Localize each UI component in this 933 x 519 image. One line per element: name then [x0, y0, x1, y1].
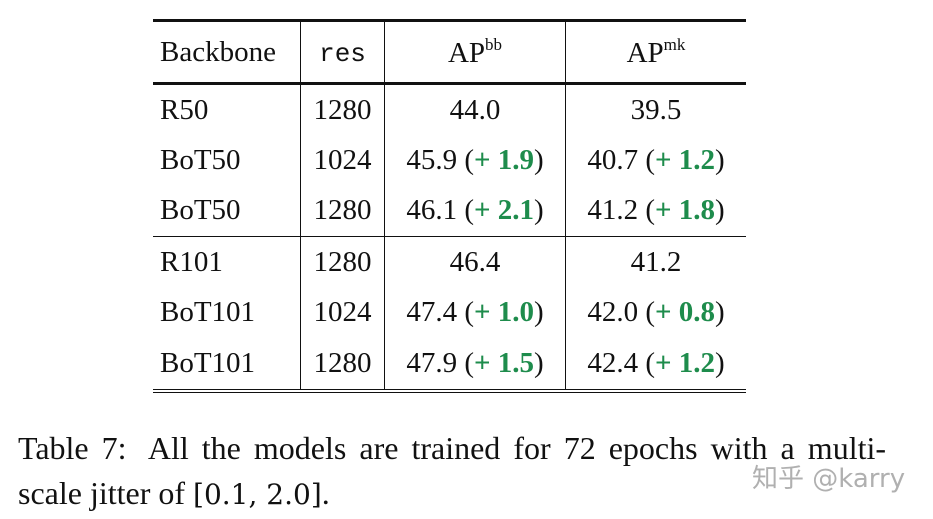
improvement: + 1.0 — [473, 295, 535, 328]
cell-text: ) — [534, 346, 544, 379]
header-text: Backbone — [160, 35, 276, 68]
cell-text: ) — [715, 346, 725, 379]
table-row: R101 1280 46.4 41.2 — [153, 236, 746, 287]
cell-text: BoT101 — [160, 295, 256, 328]
table-cell: 42.0 (+ 0.8) — [565, 287, 746, 337]
header-cell: APbb — [384, 19, 566, 85]
improvement: + 1.2 — [654, 346, 716, 379]
cell-text: 1280 — [313, 194, 372, 226]
cell-text: BoT101 — [160, 346, 256, 379]
cell-text: 1024 — [313, 143, 372, 176]
cell-text: 44.0 — [449, 93, 501, 126]
cell-text: 46.4 — [449, 245, 501, 278]
cell-text: 46.1 ( — [406, 194, 474, 226]
improvement: + 1.9 — [473, 143, 535, 176]
table-cell: BoT101 — [153, 287, 301, 337]
cell-text: BoT50 — [160, 143, 241, 176]
improvement: + 1.8 — [654, 194, 716, 226]
cell-text: R101 — [160, 245, 223, 278]
improvement: + 1.5 — [473, 346, 535, 379]
cell-text: ) — [715, 194, 725, 226]
table-cell: 41.2 — [565, 236, 746, 287]
table-cell: 47.4 (+ 1.0) — [384, 287, 566, 337]
caption: Table 7: All the models are trained for … — [18, 426, 886, 517]
cell-text: 47.9 ( — [406, 346, 474, 379]
table-cell: R50 — [153, 84, 301, 136]
table-cell: 44.0 — [384, 83, 566, 135]
results-table: Backbone res APbb APmk R50 1280 44.0 39.5 BoT50 1… — [153, 19, 746, 393]
table-cell: 46.1 (+ 2.1) — [384, 185, 566, 237]
table-cell: 41.2 (+ 1.8) — [565, 185, 746, 237]
header-row: Backbone res APbb APmk — [153, 19, 746, 85]
cell-text: BoT50 — [160, 194, 241, 226]
watermark: 知乎 @karry — [752, 464, 906, 494]
table-group: R101 1280 46.4 41.2 BoT101 1024 47.4 (+ 1.0) 42… — [153, 236, 746, 393]
table-cell: BoT50 — [153, 185, 301, 237]
header-text: res — [319, 38, 366, 69]
table-cell: BoT101 — [153, 337, 301, 393]
header-cell: APmk — [565, 19, 746, 85]
table-cell: BoT50 — [153, 135, 301, 185]
cell-text: ) — [715, 295, 725, 328]
table-cell: 1280 — [300, 83, 385, 135]
caption-label: Table 7: — [18, 430, 127, 466]
cell-text: ) — [715, 143, 725, 176]
table-header: Backbone res APbb APmk — [153, 19, 746, 85]
cell-text: 42.0 ( — [587, 295, 655, 328]
header-superscript: mk — [663, 34, 686, 54]
table-cell: 1024 — [300, 287, 385, 337]
table-cell: 1024 — [300, 135, 385, 185]
cell-text: ) — [534, 194, 544, 226]
cell-text: 42.4 ( — [587, 346, 655, 379]
improvement: + 0.8 — [654, 295, 716, 328]
table-cell: 42.4 (+ 1.2) — [565, 337, 746, 393]
table-row: BoT101 1024 47.4 (+ 1.0) 42.0 (+ 0.8) — [153, 287, 746, 337]
table-cell: 39.5 — [565, 83, 746, 135]
table-cell: 1280 — [300, 185, 385, 237]
table-cell: 46.4 — [384, 236, 566, 287]
table-group: R50 1280 44.0 39.5 BoT50 1024 45.9 (+ 1.9) 40.7… — [153, 83, 746, 237]
table-cell: 1280 — [300, 337, 385, 393]
caption-text: All the models are trained for 72 epochs… — [18, 430, 887, 511]
table-cell: 1280 — [300, 236, 385, 287]
cell-text: 45.9 ( — [406, 143, 474, 176]
cell-text: R50 — [160, 93, 209, 126]
table-row: BoT50 1024 45.9 (+ 1.9) 40.7 (+ 1.2) — [153, 135, 746, 185]
caption-end: . — [321, 475, 330, 511]
cell-text: 39.5 — [630, 93, 682, 126]
cell-text: 40.7 ( — [587, 143, 655, 176]
header-text: AP — [626, 36, 664, 69]
cell-text: 1280 — [313, 346, 372, 379]
cell-text: 1280 — [313, 93, 372, 126]
header-cell: Backbone — [153, 19, 301, 85]
cell-text: 1024 — [313, 295, 372, 328]
caption-math: [0.1, 2.0] — [193, 478, 322, 511]
table-row: BoT50 1280 46.1 (+ 2.1) 41.2 (+ 1.8) — [153, 185, 746, 237]
table-cell: 45.9 (+ 1.9) — [384, 135, 566, 185]
table-cell: 47.9 (+ 1.5) — [384, 337, 566, 393]
cell-text: 47.4 ( — [406, 295, 474, 328]
table-cell: R101 — [153, 236, 301, 287]
header-superscript: bb — [485, 34, 503, 54]
header-text: AP — [447, 36, 486, 69]
improvement: + 2.1 — [473, 194, 535, 226]
improvement: + 1.2 — [654, 143, 716, 176]
table-cell: 40.7 (+ 1.2) — [565, 135, 746, 185]
cell-text: ) — [534, 143, 544, 176]
cell-text: 41.2 ( — [587, 194, 655, 226]
cell-text: 41.2 — [630, 245, 682, 278]
table-row: R50 1280 44.0 39.5 — [153, 83, 746, 136]
cell-text: ) — [534, 295, 544, 328]
table-row: BoT101 1280 47.9 (+ 1.5) 42.4 (+ 1.2) — [153, 337, 746, 393]
cell-text: 1280 — [313, 245, 372, 278]
header-cell: res — [300, 19, 385, 85]
